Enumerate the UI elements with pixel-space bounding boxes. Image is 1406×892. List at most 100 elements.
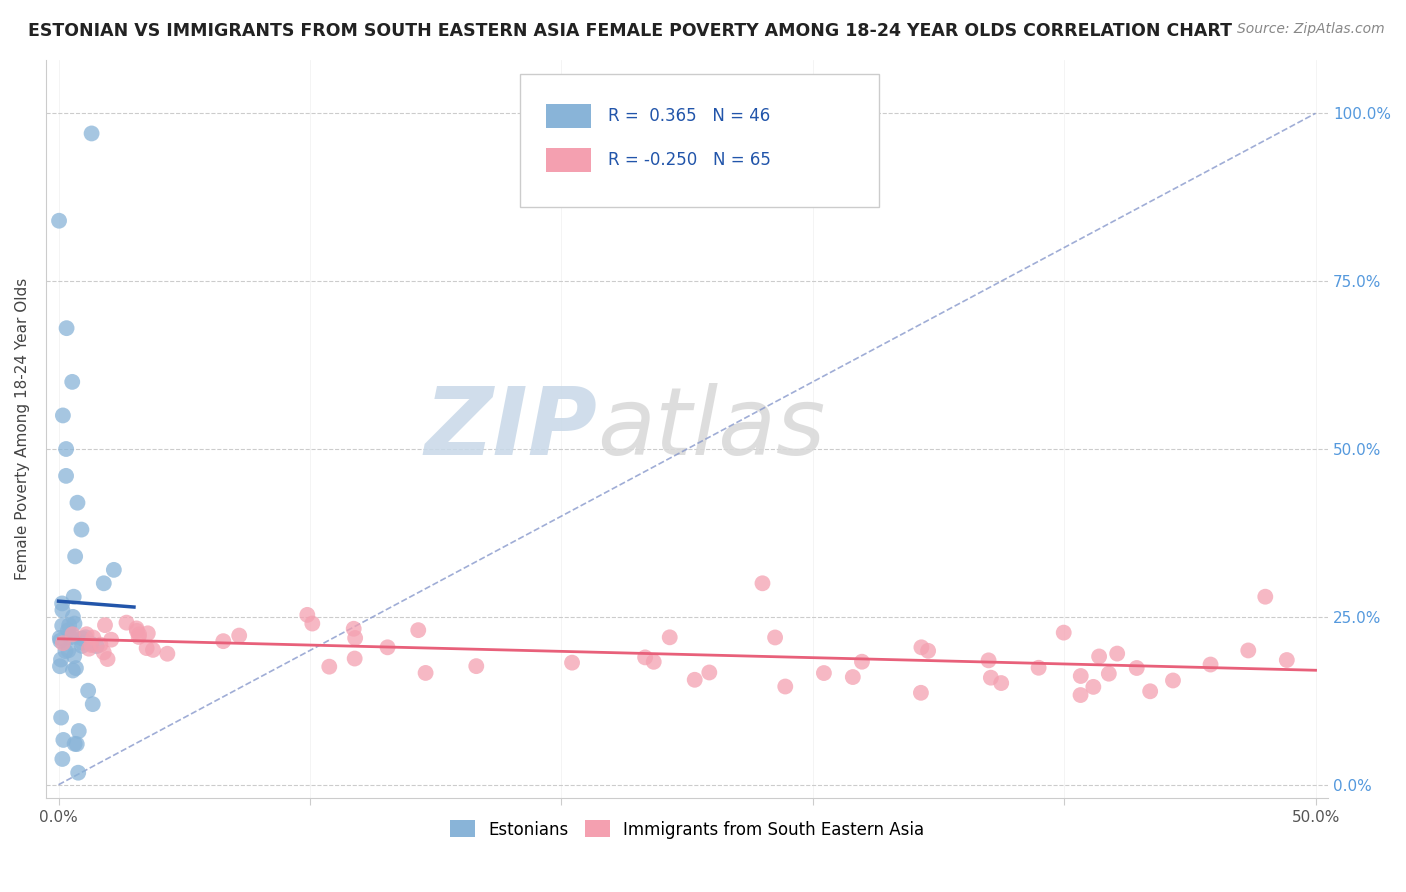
Point <box>66 737 89 751</box>
Point <box>343 622 366 636</box>
Point <box>318 659 340 673</box>
Point <box>80 637 103 651</box>
Point <box>1199 657 1222 672</box>
Y-axis label: Female Poverty Among 18-24 Year Olds: Female Poverty Among 18-24 Year Olds <box>15 277 30 580</box>
Text: R =  0.365   N = 46: R = 0.365 N = 46 <box>607 107 770 125</box>
Point <box>51 603 73 617</box>
Point <box>465 659 488 673</box>
Point <box>89 638 111 652</box>
Point <box>851 655 873 669</box>
Text: Source: ZipAtlas.com: Source: ZipAtlas.com <box>1237 22 1385 37</box>
Point <box>67 765 90 780</box>
Point <box>103 563 125 577</box>
Point <box>1083 680 1105 694</box>
Point <box>1028 661 1050 675</box>
Point <box>1139 684 1161 698</box>
Point <box>115 615 138 630</box>
Point <box>55 442 77 456</box>
Point <box>63 616 86 631</box>
Point <box>93 645 115 659</box>
Point <box>377 640 399 655</box>
Point <box>125 624 148 638</box>
Point <box>60 375 83 389</box>
Point <box>77 641 100 656</box>
Point <box>415 665 437 680</box>
Point <box>1070 669 1092 683</box>
Point <box>49 710 72 724</box>
Point <box>86 639 108 653</box>
Point <box>775 680 797 694</box>
Point <box>49 659 72 673</box>
Point <box>55 644 77 658</box>
Point <box>72 632 94 646</box>
Point <box>344 631 367 645</box>
Point <box>343 651 366 665</box>
Point <box>910 640 932 655</box>
Point <box>100 632 122 647</box>
Point <box>48 213 70 227</box>
Point <box>406 623 429 637</box>
Point <box>66 496 89 510</box>
Point <box>1088 649 1111 664</box>
FancyBboxPatch shape <box>520 74 879 207</box>
Point <box>52 733 75 747</box>
Point <box>96 652 118 666</box>
Point <box>70 639 93 653</box>
Point <box>62 627 84 641</box>
Point <box>76 627 98 641</box>
Point <box>228 629 250 643</box>
Legend: Estonians, Immigrants from South Eastern Asia: Estonians, Immigrants from South Eastern… <box>443 814 931 846</box>
Point <box>980 671 1002 685</box>
Point <box>156 647 179 661</box>
Point <box>49 631 72 645</box>
Point <box>135 641 157 656</box>
Point <box>51 618 73 632</box>
Point <box>51 596 73 610</box>
Text: atlas: atlas <box>598 384 825 475</box>
Point <box>136 626 159 640</box>
Point <box>58 643 80 657</box>
Point <box>51 752 73 766</box>
Point <box>212 634 235 648</box>
Point <box>125 621 148 635</box>
Point <box>977 653 1000 667</box>
Point <box>62 664 84 678</box>
Point <box>842 670 865 684</box>
Point <box>62 610 84 624</box>
Point <box>142 643 165 657</box>
Text: ZIP: ZIP <box>425 383 598 475</box>
Point <box>59 630 82 644</box>
Point <box>49 633 72 648</box>
Point <box>70 636 93 650</box>
Point <box>561 656 583 670</box>
Point <box>634 650 657 665</box>
Point <box>751 576 773 591</box>
Point <box>82 631 104 645</box>
Point <box>56 624 79 638</box>
Point <box>1107 647 1129 661</box>
Point <box>1275 653 1298 667</box>
Point <box>301 616 323 631</box>
FancyBboxPatch shape <box>546 103 591 128</box>
Point <box>63 630 86 644</box>
Point <box>70 523 93 537</box>
Point <box>77 683 100 698</box>
Point <box>49 652 72 666</box>
Point <box>67 724 90 739</box>
Point <box>697 665 720 680</box>
Point <box>52 409 75 423</box>
Point <box>683 673 706 687</box>
Point <box>1053 625 1076 640</box>
Point <box>917 644 939 658</box>
Point <box>80 127 103 141</box>
Point <box>1070 688 1092 702</box>
Point <box>763 631 786 645</box>
Point <box>128 630 150 644</box>
Point <box>75 630 97 644</box>
Point <box>1098 666 1121 681</box>
Point <box>1161 673 1184 688</box>
Point <box>93 576 115 591</box>
Point <box>1254 590 1277 604</box>
Point <box>55 321 77 335</box>
Point <box>52 636 75 650</box>
